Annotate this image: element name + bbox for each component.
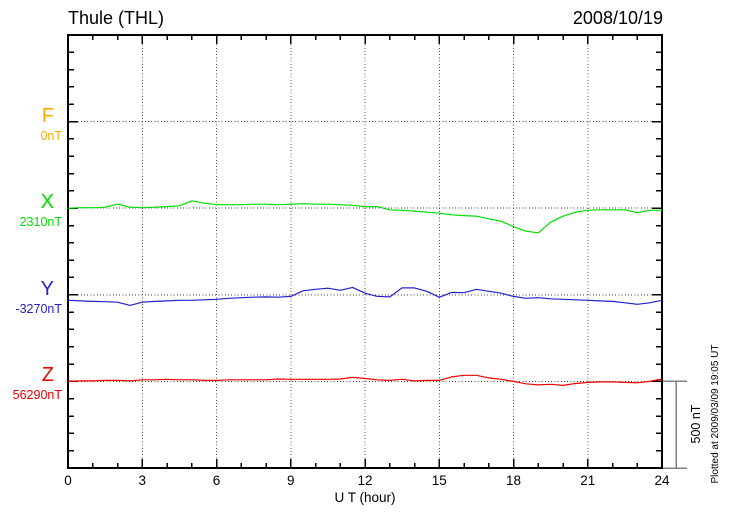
series-baseline-value-Y: -3270nT: [15, 301, 62, 316]
x-tick-label: 12: [357, 473, 373, 488]
x-tick-label: 0: [64, 473, 72, 488]
plotted-at-note: Plotted at 2009/03/09 19:05 UT: [710, 344, 721, 484]
series-baseline-value-F: 0nT: [40, 128, 62, 143]
date-label: 2008/10/19: [572, 8, 663, 28]
x-tick-label: 24: [654, 473, 670, 488]
trace-Z: [67, 374, 663, 386]
trace-Y: [67, 286, 663, 306]
page-title: Thule (THL): [68, 8, 165, 28]
x-tick-label: 6: [212, 473, 221, 488]
x-tick-label: 15: [431, 473, 447, 488]
x-tick-label: 3: [138, 473, 146, 488]
series-label-Y: Y: [40, 277, 54, 300]
series-baseline-value-X: 2310nT: [19, 215, 62, 230]
scale-bar-label: 500 nT: [689, 404, 703, 444]
trace-X: [67, 200, 663, 234]
x-tick-label: 9: [286, 473, 295, 488]
series-label-X: X: [40, 191, 54, 214]
x-tick-label: 18: [505, 473, 522, 488]
series-baseline-value-Z: 56290nT: [12, 388, 62, 403]
x-axis-title: U T (hour): [334, 490, 396, 505]
series-label-F: F: [41, 104, 54, 127]
series-label-Z: Z: [41, 364, 54, 387]
x-tick-label: 21: [580, 473, 596, 488]
